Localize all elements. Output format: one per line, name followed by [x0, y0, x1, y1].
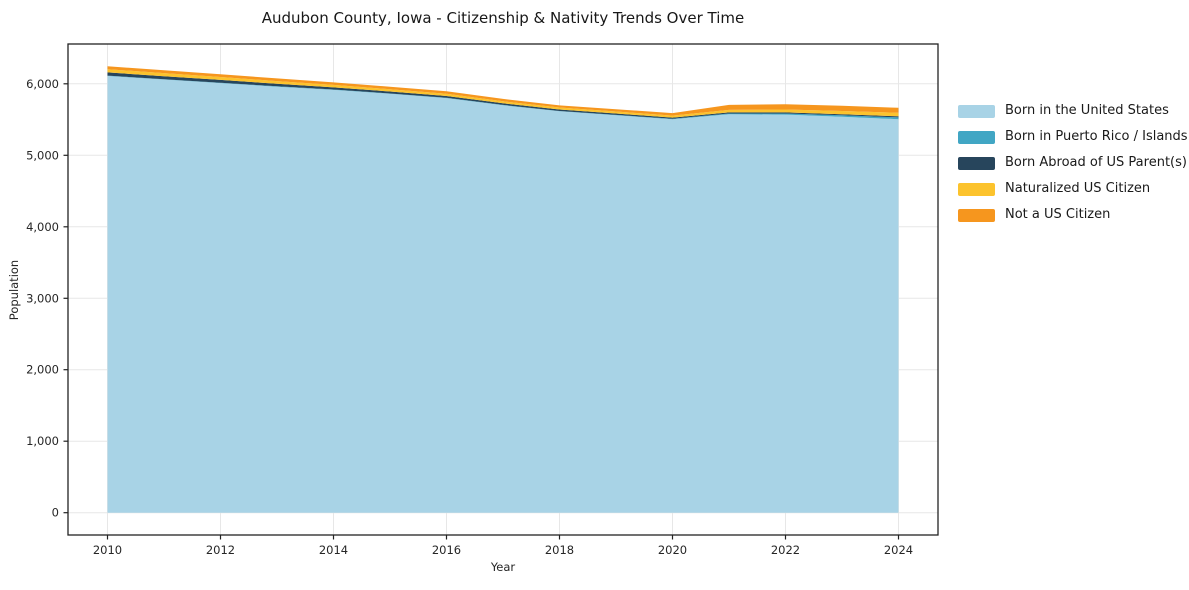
x-tick-label: 2022	[771, 543, 800, 557]
legend-swatch-born-abroad-icon	[958, 156, 995, 170]
area-born-abroad-of-us-parent-s	[107, 72, 899, 119]
y-axis-label: Population	[7, 259, 21, 321]
x-tick-label: 2012	[206, 543, 235, 557]
legend-item-born-abroad: Born Abroad of US Parent(s)	[958, 156, 1188, 170]
legend-label-naturalized: Naturalized US Citizen	[1005, 181, 1151, 196]
legend-label-not-citizen: Not a US Citizen	[1005, 207, 1111, 222]
y-tick-label: 1,000	[26, 434, 59, 448]
x-tick-label: 2024	[884, 543, 913, 557]
area-born-in-the-united-states	[107, 76, 899, 513]
legend-item-naturalized: Naturalized US Citizen	[958, 182, 1188, 196]
axis-ticks	[63, 83, 900, 540]
y-tick-label: 4,000	[26, 220, 59, 234]
x-tick-label: 2016	[432, 543, 461, 557]
chart-legend: Born in the United States Born in Puerto…	[958, 104, 1188, 222]
legend-swatch-puerto-rico-icon	[958, 130, 995, 144]
y-tick-label: 5,000	[26, 148, 59, 162]
legend-item-not-citizen: Not a US Citizen	[958, 208, 1188, 222]
legend-label-born-abroad: Born Abroad of US Parent(s)	[1005, 155, 1187, 170]
axis-tick-labels: 2010 2012 2014 2016 2018 2020 2022 2024 0 1,000 2,…	[26, 77, 913, 557]
y-tick-label: 2,000	[26, 363, 59, 377]
y-tick-label: 6,000	[26, 77, 59, 91]
x-tick-label: 2020	[658, 543, 687, 557]
legend-swatch-naturalized-icon	[958, 182, 995, 196]
chart-title: Audubon County, Iowa - Citizenship & Nat…	[261, 9, 745, 27]
x-tick-label: 2018	[545, 543, 574, 557]
x-axis-label: Year	[490, 560, 516, 574]
x-tick-label: 2014	[319, 543, 348, 557]
plot-frame	[67, 43, 939, 536]
legend-item-puerto-rico: Born in Puerto Rico / Islands	[958, 130, 1188, 144]
legend-swatch-born-us-icon	[958, 104, 995, 118]
area-series-group	[107, 66, 899, 513]
y-tick-label: 3,000	[26, 291, 59, 305]
x-tick-label: 2010	[93, 543, 122, 557]
legend-item-born-us: Born in the United States	[958, 104, 1188, 118]
area-naturalized-us-citizen	[107, 69, 899, 118]
legend-swatch-not-citizen-icon	[958, 208, 995, 222]
legend-label-born-us: Born in the United States	[1005, 103, 1169, 118]
legend-label-puerto-rico: Born in Puerto Rico / Islands	[1005, 129, 1188, 144]
area-born-in-puerto-rico-islands	[107, 75, 899, 120]
y-tick-label: 0	[52, 506, 59, 520]
